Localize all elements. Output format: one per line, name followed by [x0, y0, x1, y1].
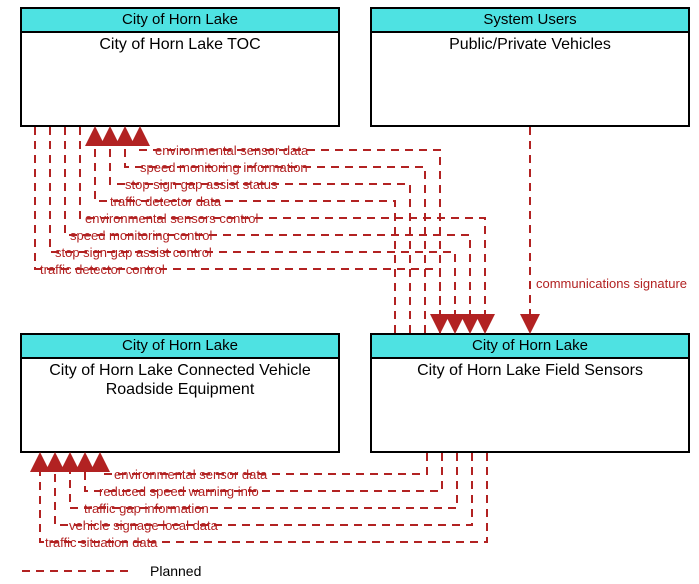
box-sensors-header: City of Horn Lake [372, 335, 688, 359]
box-toc: City of Horn Lake City of Horn Lake TOC [20, 7, 340, 127]
flow-upper-label-7: traffic detector control [40, 262, 165, 277]
flow-lower-label-0: environmental sensor data [114, 467, 267, 482]
legend-label: Planned [150, 563, 201, 579]
box-roadside: City of Horn Lake City of Horn Lake Conn… [20, 333, 340, 453]
box-sensors-body: City of Horn Lake Field Sensors [372, 359, 688, 382]
box-vehicles: System Users Public/Private Vehicles [370, 7, 690, 127]
box-toc-header: City of Horn Lake [22, 9, 338, 33]
flow-right-label: communications signature [536, 276, 687, 291]
box-roadside-header: City of Horn Lake [22, 335, 338, 359]
box-toc-body: City of Horn Lake TOC [22, 33, 338, 56]
box-vehicles-header: System Users [372, 9, 688, 33]
flow-lower-label-1: reduced speed warning info [99, 484, 259, 499]
flow-upper-label-2: stop sign gap assist status [125, 177, 277, 192]
flow-lower-label-3: vehicle signage local data [69, 518, 218, 533]
flow-lower-label-2: traffic gap information [84, 501, 209, 516]
flow-lower-label-4: traffic situation data [45, 535, 158, 550]
box-vehicles-body: Public/Private Vehicles [372, 33, 688, 56]
box-roadside-body: City of Horn Lake Connected Vehicle Road… [22, 359, 338, 401]
flow-upper-label-6: stop sign gap assist control [55, 245, 212, 260]
flow-upper-label-5: speed monitoring control [70, 228, 212, 243]
flow-upper-label-1: speed monitoring information [140, 160, 308, 175]
flow-upper-label-3: traffic detector data [110, 194, 221, 209]
flow-upper-label-0: environmental sensor data [155, 143, 308, 158]
flow-upper-label-4: environmental sensors control [85, 211, 258, 226]
box-sensors: City of Horn Lake City of Horn Lake Fiel… [370, 333, 690, 453]
